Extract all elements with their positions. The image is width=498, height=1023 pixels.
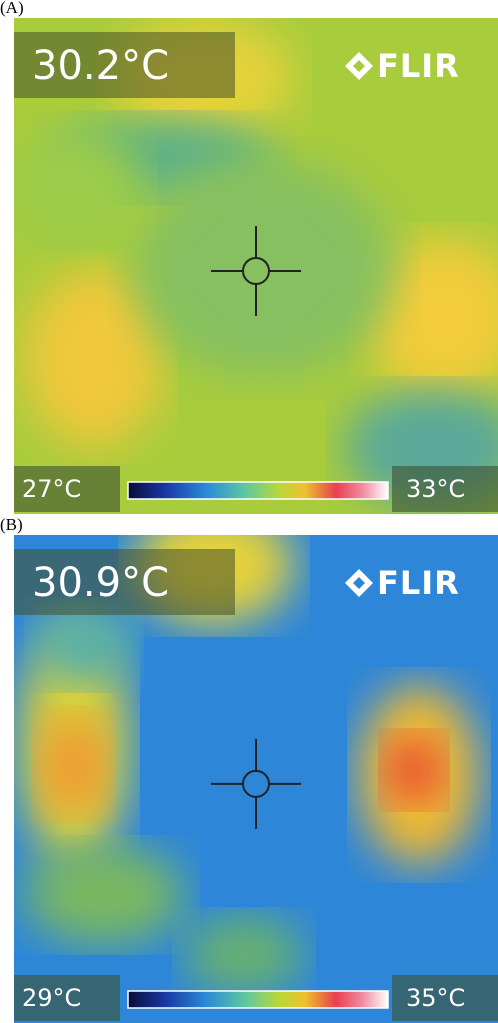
color-bar	[128, 991, 388, 1008]
heat-region	[4, 128, 144, 248]
temperature-reading: 30.2°C	[32, 43, 169, 89]
scale-min: 29°C	[22, 984, 81, 1012]
brand-logo: FLIR	[377, 47, 460, 85]
figure: (A) 30.2°C FLIR 27°C 33°C (B) 30.9°C FLIR 29°C 35…	[0, 0, 498, 1023]
panel-label: (A)	[0, 0, 24, 17]
heat-region	[34, 605, 134, 685]
panel: (A) 30.2°C FLIR 27°C 33°C	[0, 0, 498, 514]
thermal-image: 30.9°C FLIR 29°C 35°C	[14, 505, 498, 1023]
heat-region	[134, 158, 394, 378]
scale-max: 35°C	[406, 984, 465, 1012]
panel-label: (B)	[0, 515, 23, 534]
heat-region	[384, 735, 444, 805]
color-bar	[128, 482, 388, 499]
temperature-reading: 30.9°C	[32, 560, 169, 606]
heat-region	[24, 845, 184, 945]
heat-region	[39, 715, 109, 815]
scale-max: 33°C	[406, 475, 465, 503]
scale-min: 27°C	[22, 475, 81, 503]
brand-logo: FLIR	[377, 564, 460, 602]
heat-region	[184, 915, 304, 995]
thermal-image: 30.2°C FLIR 27°C 33°C	[4, 18, 498, 514]
panel: (B) 30.9°C FLIR 29°C 35°C	[0, 505, 498, 1023]
